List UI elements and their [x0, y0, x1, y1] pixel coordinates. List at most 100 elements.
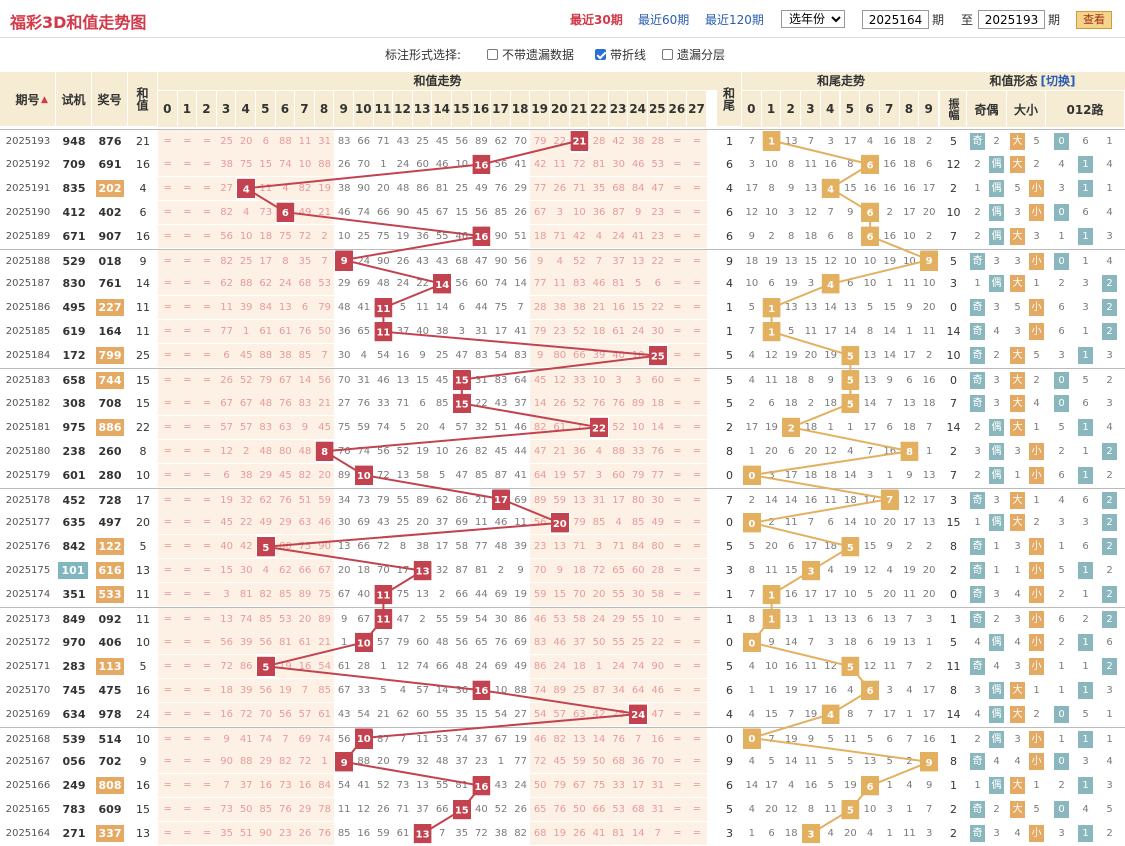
sum-omission: 24 [608, 224, 629, 248]
tail-omission: 8 [788, 158, 795, 170]
range-30-link[interactable]: 最近30期 [570, 13, 623, 27]
sum-omission: 48 [494, 541, 508, 553]
tail-omission: 13 [863, 350, 877, 362]
sum-header-18: 18 [510, 91, 531, 127]
sum-omission: 66 [357, 136, 371, 147]
sum-omission: 40 [216, 535, 237, 559]
option-polyline[interactable]: 带折线 [595, 46, 646, 63]
sum-omission: ═ [687, 559, 707, 583]
road-omission: 6 [1058, 614, 1065, 625]
query-button[interactable]: 查看 [1076, 11, 1112, 29]
sum-omission: 21 [377, 708, 390, 720]
sum-omission: 52 [608, 415, 629, 439]
range-120-link[interactable]: 最近120期 [705, 13, 764, 27]
table-row: 2025184 172 799 25 ═ ═ ═ 6 45 88 38 85 7 30 4 54 16 9 25 47… [0, 344, 1125, 368]
switch-link[interactable]: [切换] [1040, 74, 1076, 88]
sum-omission: 77 [530, 272, 550, 296]
sum-omission: 49 [648, 511, 668, 535]
sum-omission: 13 [569, 727, 590, 751]
checkbox-icon[interactable] [487, 49, 498, 60]
sum-omission: 61 [550, 415, 570, 439]
trial-cell: 745 [62, 683, 86, 697]
sum-omission: 23 [648, 224, 668, 248]
sum-omission: 2 [314, 224, 335, 248]
road-tag: 0 [1054, 133, 1069, 150]
sum-omission: 12 [216, 439, 237, 463]
tail-omission: 5 [847, 756, 854, 768]
tail-omission: 17 [765, 780, 778, 792]
sort-icon[interactable]: ▲ [41, 95, 48, 105]
tail-omission: 5 [866, 589, 874, 601]
from-period-input[interactable] [862, 10, 929, 29]
prize-cell: 876 [98, 135, 122, 148]
small-tag: 小 [1029, 538, 1044, 556]
sum-omission: 20 [589, 583, 609, 607]
checkbox-icon[interactable] [662, 49, 673, 60]
tail-omission: 12 [824, 660, 837, 672]
sum-omission: ═ [197, 369, 217, 392]
sum-omission: 53 [314, 272, 335, 296]
tail-omission: 16 [824, 684, 837, 696]
tail-omission: 4 [906, 780, 913, 792]
sum-omission: 63 [295, 511, 315, 535]
sum-omission: 72 [589, 559, 609, 583]
to-period-input[interactable] [978, 10, 1045, 29]
odd-omission: 4 [974, 708, 981, 720]
range-60-link[interactable]: 最近60期 [638, 13, 690, 27]
trial-cell: 172 [62, 349, 86, 363]
table-row: 2025168 539 514 10 ═ ═ ═ 9 41 74 7 69 74 56 10 87 7 11 53 7… [0, 726, 1125, 751]
tail-omission: 16 [922, 733, 936, 745]
tail-cell: 5 [726, 349, 733, 363]
small-omission: 2 [1033, 708, 1040, 720]
tail-omission: 6 [827, 517, 834, 529]
sum-omission: 20 [314, 463, 335, 487]
option-no-omission[interactable]: 不带遗漏数据 [487, 46, 574, 63]
sum-omission: 50 [569, 798, 590, 822]
even-tag: 偶 [989, 418, 1004, 436]
road-omission: 4 [1106, 756, 1113, 768]
year-select[interactable]: 选年份 [781, 10, 845, 28]
sum-omission: 85 [256, 608, 276, 631]
even-omission: 3 [993, 589, 1000, 601]
sum-omission: 46 [550, 630, 570, 654]
sum-omission: 58 [648, 583, 668, 607]
sum-omission: 46 [337, 206, 351, 218]
sum-omission: 54 [530, 702, 550, 726]
sum-omission: 27 [337, 397, 351, 409]
amp-cell: 7 [950, 396, 957, 410]
sum-omission: 68 [295, 272, 315, 296]
sum-omission: 79 [377, 494, 390, 506]
odd-tag: 奇 [970, 562, 985, 580]
sum-omission: 56 [475, 206, 488, 218]
sum-omission: 4 [236, 200, 256, 224]
sum-omission: 70 [530, 559, 550, 583]
tail-omission: 4 [827, 565, 834, 577]
sum-omission: 47 [455, 350, 469, 362]
sum-omission: 90 [256, 822, 276, 846]
sum-omission: ═ [158, 249, 178, 273]
tail-hit: 6 [861, 154, 879, 174]
sum-omission: 73 [396, 780, 410, 792]
tail-omission: 12 [784, 804, 798, 816]
checkbox-checked-icon[interactable] [595, 49, 606, 60]
tail-omission: 4 [847, 445, 854, 457]
sum-omission: ═ [667, 822, 688, 846]
small-tag: 小 [1029, 753, 1044, 771]
sum-omission: 17 [256, 249, 276, 273]
odd-omission: 1 [974, 780, 981, 792]
even-omission: 2 [993, 614, 1000, 625]
sum-omission: 28 [357, 660, 371, 672]
sum-omission: 71 [396, 397, 410, 409]
sum-omission: 9 [295, 415, 315, 439]
amp-cell: 14 [946, 420, 961, 434]
sum-cell: 16 [136, 779, 150, 793]
sum-omission: 74 [416, 660, 429, 672]
odd-omission: 1 [974, 182, 981, 194]
sum-omission: 85 [275, 583, 296, 607]
sum-omission: 7 [589, 249, 609, 273]
road-omission: 1 [1058, 733, 1065, 745]
sum-omission: ═ [197, 439, 217, 463]
sum-omission: 71 [569, 535, 590, 559]
sum-omission: 31 [357, 375, 371, 386]
option-omission-layer[interactable]: 遗漏分层 [662, 46, 725, 63]
